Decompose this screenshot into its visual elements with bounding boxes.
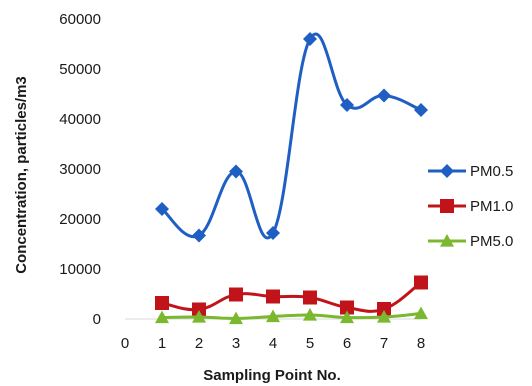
series-pm05 [155, 32, 428, 243]
y-tick-label: 40000 [59, 111, 101, 128]
x-tick-label: 4 [269, 335, 277, 352]
data-point [377, 302, 391, 316]
legend-item: PM0.5 [428, 163, 513, 180]
legend-label: PM5.0 [470, 233, 513, 250]
data-point [303, 32, 317, 46]
data-point [377, 88, 391, 103]
data-point [155, 202, 169, 216]
legend-label: PM0.5 [470, 163, 513, 180]
y-tick-label: 20000 [59, 211, 101, 228]
legend-item: PM1.0 [428, 198, 513, 215]
data-point [192, 310, 206, 323]
x-tick-label: 6 [343, 335, 351, 352]
x-tick-label: 3 [232, 335, 240, 352]
y-axis-ticks: 0 10000 20000 30000 40000 50000 60000 [59, 11, 101, 328]
series-group [155, 32, 428, 325]
data-point [229, 311, 243, 325]
y-tick-label: 50000 [59, 61, 101, 78]
data-point [229, 164, 243, 179]
data-point [155, 296, 169, 310]
x-tick-label: 5 [306, 335, 314, 352]
y-tick-label: 60000 [59, 11, 101, 28]
data-point [303, 290, 317, 305]
data-point [414, 306, 428, 320]
x-tick-label: 7 [380, 335, 388, 352]
data-point [155, 310, 169, 324]
data-point [440, 199, 454, 213]
data-point [440, 234, 454, 247]
data-point [340, 98, 354, 112]
series-pm10 [155, 275, 428, 317]
x-tick-label: 1 [158, 335, 166, 352]
y-tick-label: 30000 [59, 161, 101, 178]
x-axis-title: Sampling Point No. [203, 367, 341, 384]
data-point [440, 164, 454, 178]
series-pm50 [155, 306, 428, 325]
data-point [340, 310, 354, 324]
data-point [266, 309, 280, 323]
data-point [303, 308, 317, 321]
y-tick-label: 0 [93, 311, 101, 328]
legend-item: PM5.0 [428, 233, 513, 250]
x-tick-label: 8 [417, 335, 425, 352]
x-axis-ticks: 0 1 2 3 4 5 6 7 8 [121, 335, 425, 352]
data-point [192, 228, 206, 243]
data-point [340, 300, 354, 315]
data-point [377, 310, 391, 323]
x-tick-label: 2 [195, 335, 203, 352]
y-axis-title: Concentration, particles/m3 [13, 76, 30, 274]
data-point [192, 302, 206, 317]
series-line [160, 32, 422, 240]
y-tick-label: 10000 [59, 261, 101, 278]
x-tick-label: 0 [121, 335, 129, 352]
data-point [266, 226, 280, 240]
data-point [229, 287, 243, 302]
data-point [414, 275, 428, 290]
legend-label: PM1.0 [470, 198, 513, 215]
legend: PM0.5 PM1.0 PM5.0 [428, 163, 513, 250]
data-point [414, 103, 428, 117]
data-point [266, 289, 280, 304]
